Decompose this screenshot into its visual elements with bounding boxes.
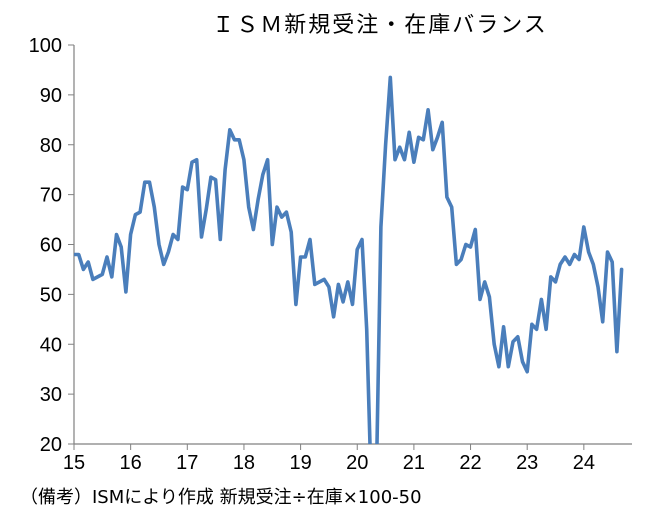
x-tick-label: 21	[403, 452, 425, 474]
y-tick-label: 70	[40, 185, 62, 207]
y-tick-label: 50	[40, 284, 62, 306]
x-tick-label: 15	[63, 452, 85, 474]
y-tick-label: 100	[29, 35, 62, 57]
y-tick-label: 20	[40, 434, 62, 456]
y-tick-label: 80	[40, 135, 62, 157]
y-tick-label: 30	[40, 384, 62, 406]
x-tick-label: 24	[573, 452, 595, 474]
y-tick-label: 90	[40, 85, 62, 107]
series-line	[74, 75, 624, 444]
plot-area: 20 30 40 50 60 70 80 90 100 15 16 17 18 19 20 21 22 23 24	[29, 35, 632, 474]
x-tick-label: 23	[516, 452, 538, 474]
y-tick-label: 40	[40, 334, 62, 356]
x-tick-label: 16	[120, 452, 142, 474]
x-tick-label: 17	[176, 452, 198, 474]
chart-footnote: （備考）ISMにより作成 新規受注÷在庫×100-50	[20, 487, 422, 508]
x-tick-label: 22	[459, 452, 481, 474]
x-tick-label: 18	[233, 452, 255, 474]
x-tick-label: 20	[346, 452, 368, 474]
chart-title: ＩＳＭ新規受注・在庫バランス	[212, 13, 548, 38]
y-tick-label: 60	[40, 235, 62, 257]
x-tick-label: 19	[289, 452, 311, 474]
